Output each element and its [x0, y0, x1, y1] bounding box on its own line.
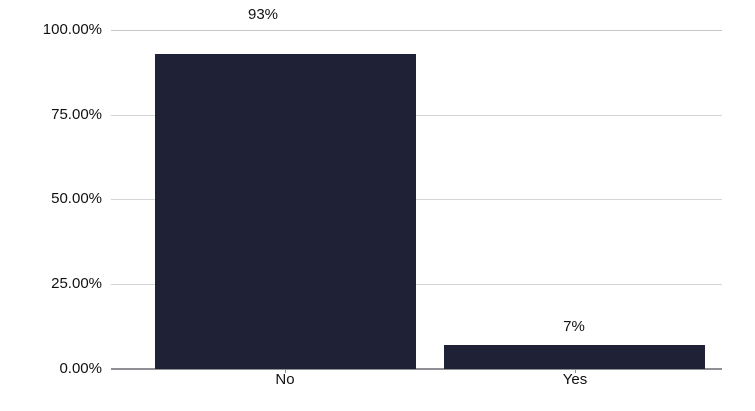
value-label-no: 93% [247, 6, 279, 23]
x-tick-label-yes: Yes [562, 371, 588, 388]
y-tick-label-50: 50.00% [51, 190, 102, 207]
bar-no[interactable] [155, 53, 416, 369]
y-tick-label-25: 25.00% [51, 275, 102, 292]
x-tick-label-no: No [275, 371, 295, 388]
y-tick-label-0: 0.00% [59, 360, 102, 377]
gridline-100 [111, 30, 722, 31]
value-label-yes: 7% [563, 318, 585, 335]
x-tick-mark-no [285, 369, 286, 373]
y-tick-label-100: 100.00% [42, 21, 102, 38]
x-axis-line [111, 368, 722, 370]
gridline-75 [111, 115, 722, 116]
y-tick-label-75: 75.00% [51, 106, 102, 123]
gridline-50 [111, 199, 722, 200]
bar-yes[interactable] [444, 345, 705, 369]
gridline-25 [111, 284, 722, 285]
x-tick-mark-yes [575, 369, 576, 373]
